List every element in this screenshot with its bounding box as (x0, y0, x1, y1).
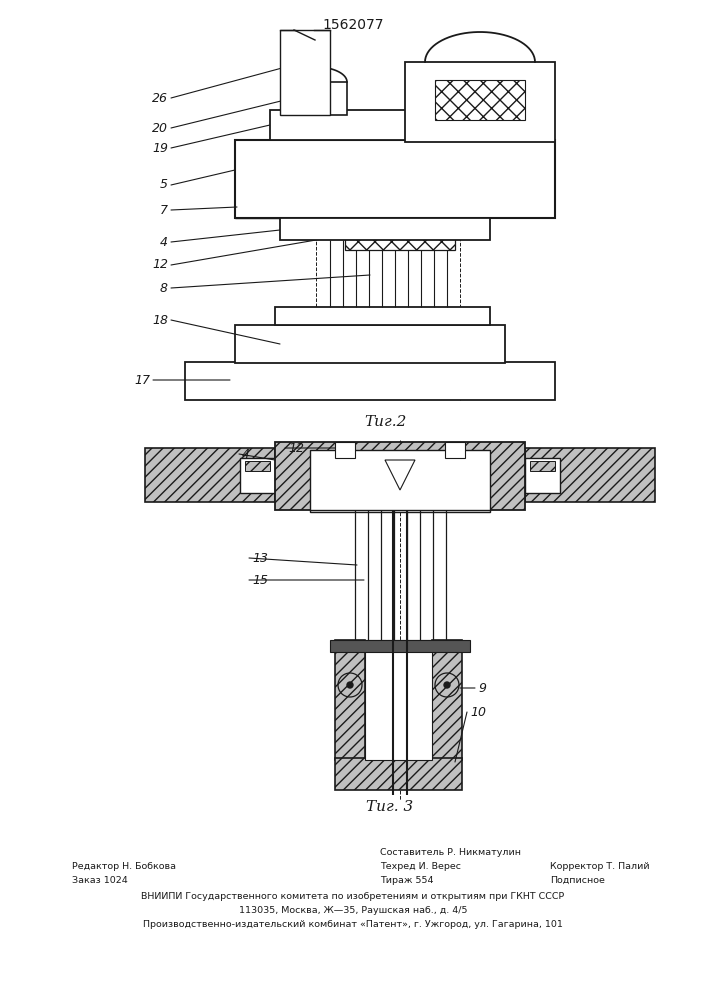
Bar (365, 640, 432, 760)
Text: 113035, Москва, Ж—35, Раушская наб., д. 4/5: 113035, Москва, Ж—35, Раушская наб., д. … (239, 906, 467, 915)
Bar (275, 442, 525, 510)
Text: 20: 20 (152, 121, 168, 134)
Circle shape (347, 682, 353, 688)
Bar (405, 62, 555, 142)
Text: 4: 4 (160, 235, 168, 248)
Text: 1562077: 1562077 (322, 18, 384, 32)
Text: Производственно-издательский комбинат «Патент», г. Ужгород, ул. Гагарина, 101: Производственно-издательский комбинат «П… (143, 920, 563, 929)
Text: 7: 7 (160, 204, 168, 217)
Bar (185, 362, 555, 400)
Bar (330, 640, 470, 652)
Bar (145, 448, 275, 502)
Bar (345, 228, 455, 250)
Polygon shape (385, 460, 415, 490)
Text: ВНИИПИ Государственного комитета по изобретениям и открытиям при ГКНТ СССР: ВНИИПИ Государственного комитета по изоб… (141, 892, 565, 901)
Text: 26: 26 (152, 92, 168, 104)
Text: Тираж 554: Тираж 554 (380, 876, 433, 885)
Bar (525, 458, 560, 493)
Bar (235, 195, 290, 218)
Text: 18: 18 (152, 314, 168, 326)
Bar (310, 450, 490, 512)
Text: 10: 10 (470, 706, 486, 718)
Text: 19: 19 (152, 141, 168, 154)
Text: 17: 17 (134, 373, 150, 386)
Text: Τиг.2: Τиг.2 (364, 415, 407, 429)
Bar (335, 442, 355, 458)
Text: Составитель Р. Никматулин: Составитель Р. Никматулин (380, 848, 521, 857)
Text: 12: 12 (152, 258, 168, 271)
Text: Техред И. Верес: Техред И. Верес (380, 862, 461, 871)
Bar (335, 758, 462, 790)
Text: 9: 9 (478, 682, 486, 694)
Text: Редактор Н. Бобкова: Редактор Н. Бобкова (72, 862, 176, 871)
Bar (275, 307, 490, 325)
Bar (335, 640, 365, 760)
Bar (435, 80, 525, 120)
Bar (240, 458, 275, 493)
Text: Τиг. 3: Τиг. 3 (366, 800, 414, 814)
Bar (270, 110, 490, 140)
Text: 15: 15 (252, 574, 268, 586)
Text: 8: 8 (160, 282, 168, 294)
Bar (445, 442, 465, 458)
Bar (280, 218, 490, 240)
Bar (525, 448, 655, 502)
Text: Заказ 1024: Заказ 1024 (72, 876, 128, 885)
Bar (245, 461, 270, 471)
Bar (285, 82, 347, 115)
Text: Подписное: Подписное (550, 876, 605, 885)
Text: 13: 13 (252, 552, 268, 564)
Bar (280, 30, 330, 115)
Bar (235, 140, 555, 218)
Bar (235, 325, 505, 363)
Text: 4: 4 (242, 448, 250, 460)
Circle shape (444, 682, 450, 688)
Text: Корректор Т. Палий: Корректор Т. Палий (550, 862, 650, 871)
Bar (432, 640, 462, 760)
Bar (530, 461, 555, 471)
Text: 12: 12 (288, 442, 304, 454)
Text: 5: 5 (160, 178, 168, 192)
